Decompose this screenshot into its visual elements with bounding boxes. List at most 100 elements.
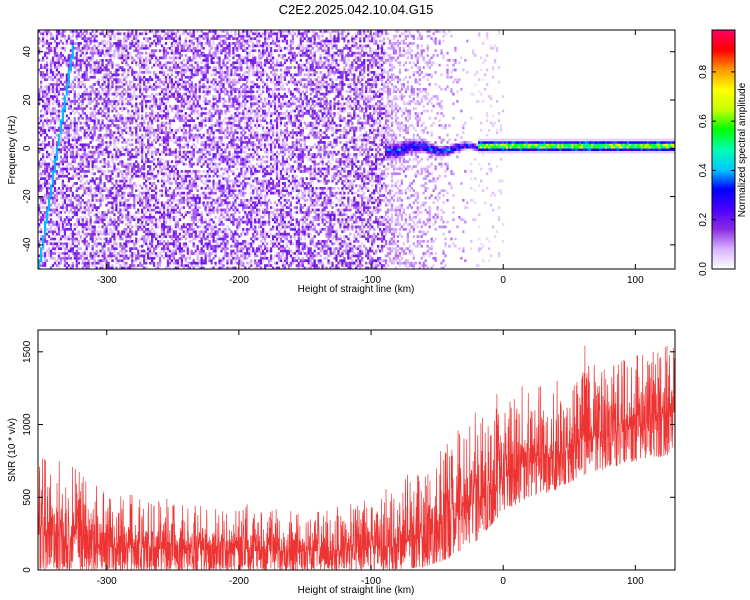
spectrogram-cell (139, 264, 142, 267)
spectrogram-cell (186, 196, 189, 200)
spectrogram-cell (150, 112, 154, 115)
spectrogram-cell (149, 83, 152, 86)
spectrogram-cell (212, 95, 215, 98)
spectrogram-cell (168, 95, 172, 98)
spectrogram-cell (53, 131, 57, 135)
spectrogram-cell (65, 145, 69, 149)
spectrogram-cell (105, 225, 108, 229)
spectrogram-cell (117, 191, 120, 195)
spectrogram-cell (101, 119, 104, 123)
spectrogram-cell (115, 42, 118, 45)
spectrogram-cell (202, 153, 205, 156)
spectrogram-cell (81, 80, 84, 84)
spectrogram-cell (196, 170, 199, 173)
spectrogram-cell (145, 131, 148, 135)
spectrogram-cell (196, 102, 199, 106)
spectrogram-cell (166, 215, 170, 219)
spectrogram-cell (45, 107, 49, 110)
spectrogram-cell (38, 264, 41, 267)
spectrogram-cell (61, 54, 65, 57)
spectrogram-cell (210, 54, 213, 57)
spectrogram-cell (143, 46, 146, 50)
spectrogram-cell (67, 254, 71, 258)
spectrogram-cell (57, 112, 61, 115)
spectrogram-cell (147, 143, 150, 147)
spectrogram-cell (51, 247, 55, 250)
spectrogram-cell (156, 104, 160, 108)
spectrogram-cell (145, 201, 148, 205)
spectrogram-cell (131, 80, 134, 84)
spectrogram-cell (176, 80, 180, 84)
spectrogram-cell (129, 97, 132, 101)
spectrogram-cell (172, 85, 176, 89)
spectrogram-cell (51, 242, 55, 246)
spectrogram-cell (166, 264, 170, 267)
spectrogram-cell (71, 54, 74, 57)
spectrogram-cell (141, 194, 144, 197)
spectrogram-cell (67, 85, 71, 89)
spectrogram-cell (127, 100, 130, 103)
spectrogram-cell (196, 126, 199, 130)
spectrogram-cell (174, 32, 178, 36)
spectrogram-cell (39, 114, 43, 118)
spectrogram-cell (156, 133, 160, 137)
spectrogram-cell (176, 160, 180, 164)
spectrogram-cell (97, 232, 100, 236)
spectrogram-cell (101, 218, 104, 222)
spectrogram-cell (196, 68, 199, 72)
spectrogram-cell (111, 119, 114, 123)
spectrogram-cell (111, 75, 114, 79)
spectrogram-cell (83, 256, 86, 260)
spectrogram-cell (71, 203, 74, 207)
spectrogram-cell (184, 213, 187, 217)
spectrogram-cell (178, 211, 182, 214)
spectrogram-cell (103, 104, 106, 108)
spectrogram-cell (77, 44, 80, 48)
spectrogram-cell (127, 165, 130, 168)
spectrogram-cell (214, 143, 217, 147)
spectrogram-cell (168, 230, 172, 234)
spectrogram-cell (75, 30, 78, 33)
spectrogram-cell (107, 247, 110, 250)
spectrogram-cell (65, 119, 69, 123)
spectrogram-cell (79, 95, 82, 98)
spectrogram-cell (182, 100, 185, 103)
spectrogram-cell (206, 203, 209, 207)
spectrogram-cell (182, 174, 185, 178)
spectrogram-cell (105, 128, 108, 132)
spectrogram-cell (43, 75, 47, 79)
spectrogram-cell (101, 51, 104, 55)
spectrogram-cell (71, 232, 74, 236)
spectrogram-cell (214, 264, 217, 267)
spectrogram-cell (137, 124, 140, 127)
spectrogram-cell (131, 189, 134, 193)
spectrogram-cell (166, 208, 170, 212)
spectrogram-cell (178, 160, 182, 164)
spectrogram-cell (166, 97, 170, 101)
spectrogram-cell (180, 259, 184, 263)
spectrogram-cell (150, 215, 154, 219)
spectrogram-cell (51, 83, 55, 86)
spectrogram-cell (176, 170, 180, 173)
spectrogram-cell (210, 112, 213, 115)
spectrogram-cell (133, 213, 136, 217)
spectrogram-cell (71, 153, 74, 156)
spectrogram-cell (57, 254, 61, 258)
spectrogram-cell (152, 150, 156, 154)
spectrogram-cell (166, 73, 170, 77)
spectrogram-cell (67, 56, 71, 60)
spectrogram-cell (129, 179, 132, 183)
spectrogram-cell (75, 264, 78, 267)
spectrogram-cell (53, 261, 57, 265)
spectrogram-cell (208, 249, 211, 253)
spectrogram-cell (156, 172, 160, 176)
spectrogram-cell (172, 39, 176, 43)
spectrogram-cell (172, 92, 176, 96)
spectrogram-cell (174, 266, 178, 269)
spectrogram-cell (99, 42, 102, 45)
spectrogram-cell (85, 104, 88, 108)
spectrogram-cell (47, 83, 51, 86)
spectrogram-cell (188, 124, 191, 127)
spectrogram-cell (174, 247, 178, 250)
spectrogram-cell (196, 235, 199, 238)
